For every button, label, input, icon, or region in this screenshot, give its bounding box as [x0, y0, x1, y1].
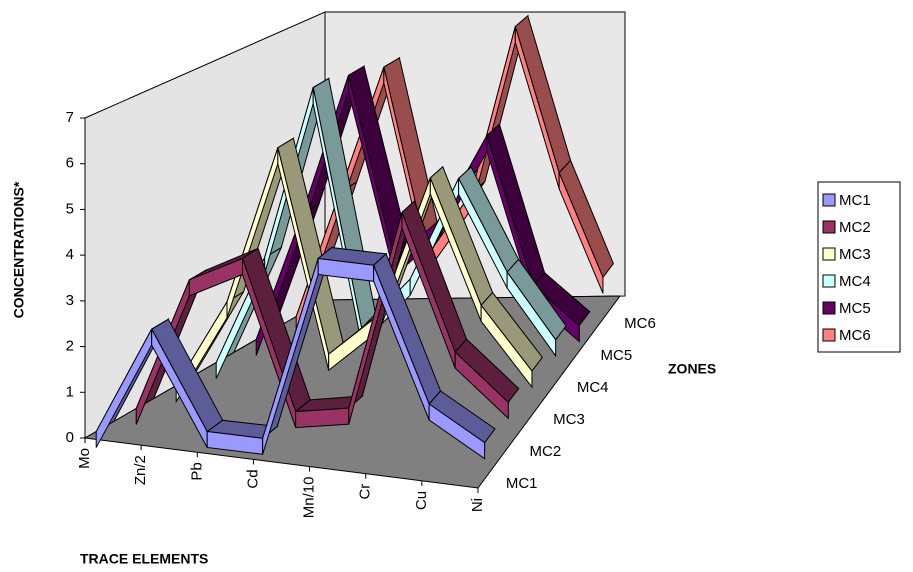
z-tick-label: MC5 — [601, 347, 633, 364]
x-tick-label: Mo — [76, 448, 93, 469]
legend-label: MC2 — [839, 219, 871, 236]
ribbon-front — [295, 407, 350, 429]
z-tick-label: MC4 — [577, 379, 609, 396]
legend-swatch — [822, 301, 836, 315]
y-tick-label: 1 — [66, 383, 74, 400]
legend-label: MC3 — [839, 246, 871, 263]
z-axis-title: ZONES — [668, 361, 716, 377]
y-tick-label: 7 — [66, 109, 74, 126]
y-tick-label: 3 — [66, 292, 74, 309]
x-tick-label: Cd — [244, 469, 261, 488]
y-tick-label: 6 — [66, 155, 74, 172]
ribbon-front — [428, 403, 486, 460]
y-tick-label: 0 — [66, 429, 74, 446]
legend-label: MC5 — [839, 300, 871, 317]
legend-swatch — [822, 247, 836, 261]
x-tick-label: Zn/2 — [132, 455, 149, 485]
legend-swatch — [822, 328, 836, 342]
legend-swatch — [822, 193, 836, 207]
x-axis-title: TRACE ELEMENTS — [80, 551, 208, 567]
x-tick-label: Pb — [188, 462, 205, 480]
ribbon-front — [480, 303, 533, 389]
ribbon-front — [558, 172, 604, 294]
x-tick-label: Ni — [469, 498, 486, 512]
y-axis-title: CONCENTRATIONS* — [11, 181, 27, 318]
legend-label: MC1 — [839, 192, 871, 209]
legend-swatch — [822, 220, 836, 234]
ribbon-front — [506, 270, 557, 358]
x-tick-label: Cr — [357, 484, 374, 500]
legend-label: MC6 — [839, 327, 871, 344]
y-tick-label: 5 — [66, 200, 74, 217]
z-tick-label: MC3 — [553, 411, 585, 428]
z-tick-label: MC6 — [624, 315, 656, 332]
legend-label: MC4 — [839, 273, 871, 290]
x-tick-label: Mn/10 — [301, 477, 318, 519]
z-tick-label: MC2 — [530, 443, 562, 460]
y-tick-label: 2 — [66, 338, 74, 355]
legend-swatch — [822, 274, 836, 288]
legend — [817, 181, 901, 353]
z-tick-label: MC1 — [506, 475, 538, 492]
x-tick-label: Cu — [413, 491, 430, 510]
ribbon-front — [454, 350, 509, 420]
y-tick-label: 4 — [66, 246, 74, 263]
